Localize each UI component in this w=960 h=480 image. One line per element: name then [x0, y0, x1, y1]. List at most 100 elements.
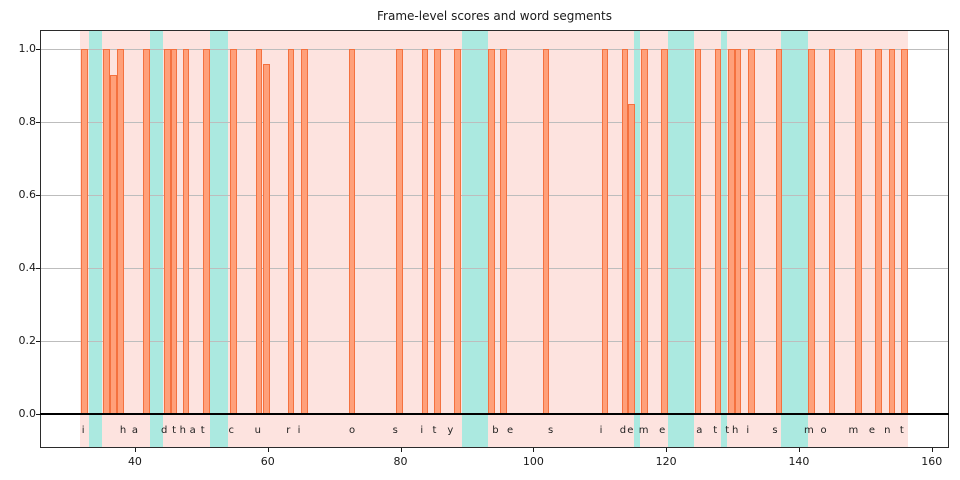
score-bar [776, 49, 783, 414]
char-label: e [507, 425, 513, 437]
y-tick-label: 0.4 [6, 261, 36, 274]
score-bar [256, 49, 263, 414]
score-bar [263, 64, 270, 414]
score-bar [901, 49, 908, 414]
y-tick-mark [36, 49, 40, 50]
score-bar [889, 49, 896, 414]
x-tick-mark [666, 448, 667, 452]
score-bar [81, 49, 88, 414]
score-bar [164, 49, 171, 414]
pause-band [668, 31, 694, 447]
char-label: a [190, 425, 196, 437]
char-label: a [132, 425, 138, 437]
score-bar [488, 49, 495, 414]
char-label: i [298, 425, 301, 437]
x-tick-label: 80 [394, 455, 408, 468]
char-label: h [180, 425, 186, 437]
char-label: i [600, 425, 603, 437]
y-tick-mark [36, 268, 40, 269]
char-label: s [772, 425, 777, 437]
char-label: a [696, 425, 702, 437]
score-bar [602, 49, 609, 414]
score-bar [661, 49, 668, 414]
score-bar [422, 49, 429, 414]
y-tick-label: 0.2 [6, 334, 36, 347]
char-label: y [447, 425, 453, 437]
score-bar [349, 49, 356, 414]
char-label: d [161, 425, 167, 437]
score-bar [500, 49, 507, 414]
pause-band [210, 31, 228, 447]
x-tick-mark [932, 448, 933, 452]
char-label: e [627, 425, 633, 437]
y-tick-label: 0.8 [6, 115, 36, 128]
char-label: t [725, 425, 729, 437]
score-bar [622, 49, 629, 414]
zero-line [40, 413, 949, 415]
score-bar [103, 49, 110, 414]
score-bar [301, 49, 308, 414]
score-bar [735, 49, 742, 414]
char-label: s [548, 425, 553, 437]
x-tick-label: 100 [523, 455, 544, 468]
char-label: i [82, 425, 85, 437]
char-label: o [349, 425, 355, 437]
x-tick-mark [533, 448, 534, 452]
score-bar [230, 49, 237, 414]
score-bar [728, 49, 735, 414]
score-bar [203, 49, 210, 414]
x-tick-label: 160 [921, 455, 942, 468]
y-tick-mark [36, 414, 40, 415]
char-label: t [432, 425, 436, 437]
x-tick-mark [135, 448, 136, 452]
pause-band [721, 31, 727, 447]
char-label: o [820, 425, 826, 437]
char-label: d [620, 425, 626, 437]
pause-band [150, 31, 163, 447]
char-label: t [201, 425, 205, 437]
x-tick-label: 120 [656, 455, 677, 468]
char-label: t [172, 425, 176, 437]
char-label: e [659, 425, 665, 437]
char-label: r [286, 425, 290, 437]
pause-band [781, 31, 808, 447]
score-bar [454, 49, 461, 414]
y-tick-label: 1.0 [6, 42, 36, 55]
chart-title: Frame-level scores and word segments [40, 9, 949, 23]
char-label: e [869, 425, 875, 437]
pause-band [634, 31, 640, 447]
char-label: u [255, 425, 261, 437]
char-label: m [849, 425, 859, 437]
char-label: t [713, 425, 717, 437]
x-tick-mark [268, 448, 269, 452]
char-label: s [393, 425, 398, 437]
char-label: m [804, 425, 814, 437]
score-bar [396, 49, 403, 414]
score-bar [183, 49, 190, 414]
pause-band [462, 31, 488, 447]
char-label: h [120, 425, 126, 437]
score-bar [117, 49, 124, 414]
char-label: h [732, 425, 738, 437]
score-bar [695, 49, 702, 414]
score-bar [171, 49, 178, 414]
char-label: b [492, 425, 498, 437]
chart-figure: Frame-level scores and word segments iha… [0, 0, 960, 480]
pause-band [89, 31, 102, 447]
y-tick-mark [36, 122, 40, 123]
score-bar [434, 49, 441, 414]
char-label: t [900, 425, 904, 437]
x-tick-label: 140 [788, 455, 809, 468]
score-bar [715, 49, 722, 414]
x-tick-mark [401, 448, 402, 452]
score-bar [143, 49, 150, 414]
char-label: m [639, 425, 649, 437]
y-tick-mark [36, 195, 40, 196]
y-tick-label: 0.6 [6, 188, 36, 201]
score-bar [748, 49, 755, 414]
score-bar [875, 49, 882, 414]
score-bar [288, 49, 295, 414]
score-bar [829, 49, 836, 414]
score-bar [628, 104, 635, 414]
score-bar [641, 49, 648, 414]
